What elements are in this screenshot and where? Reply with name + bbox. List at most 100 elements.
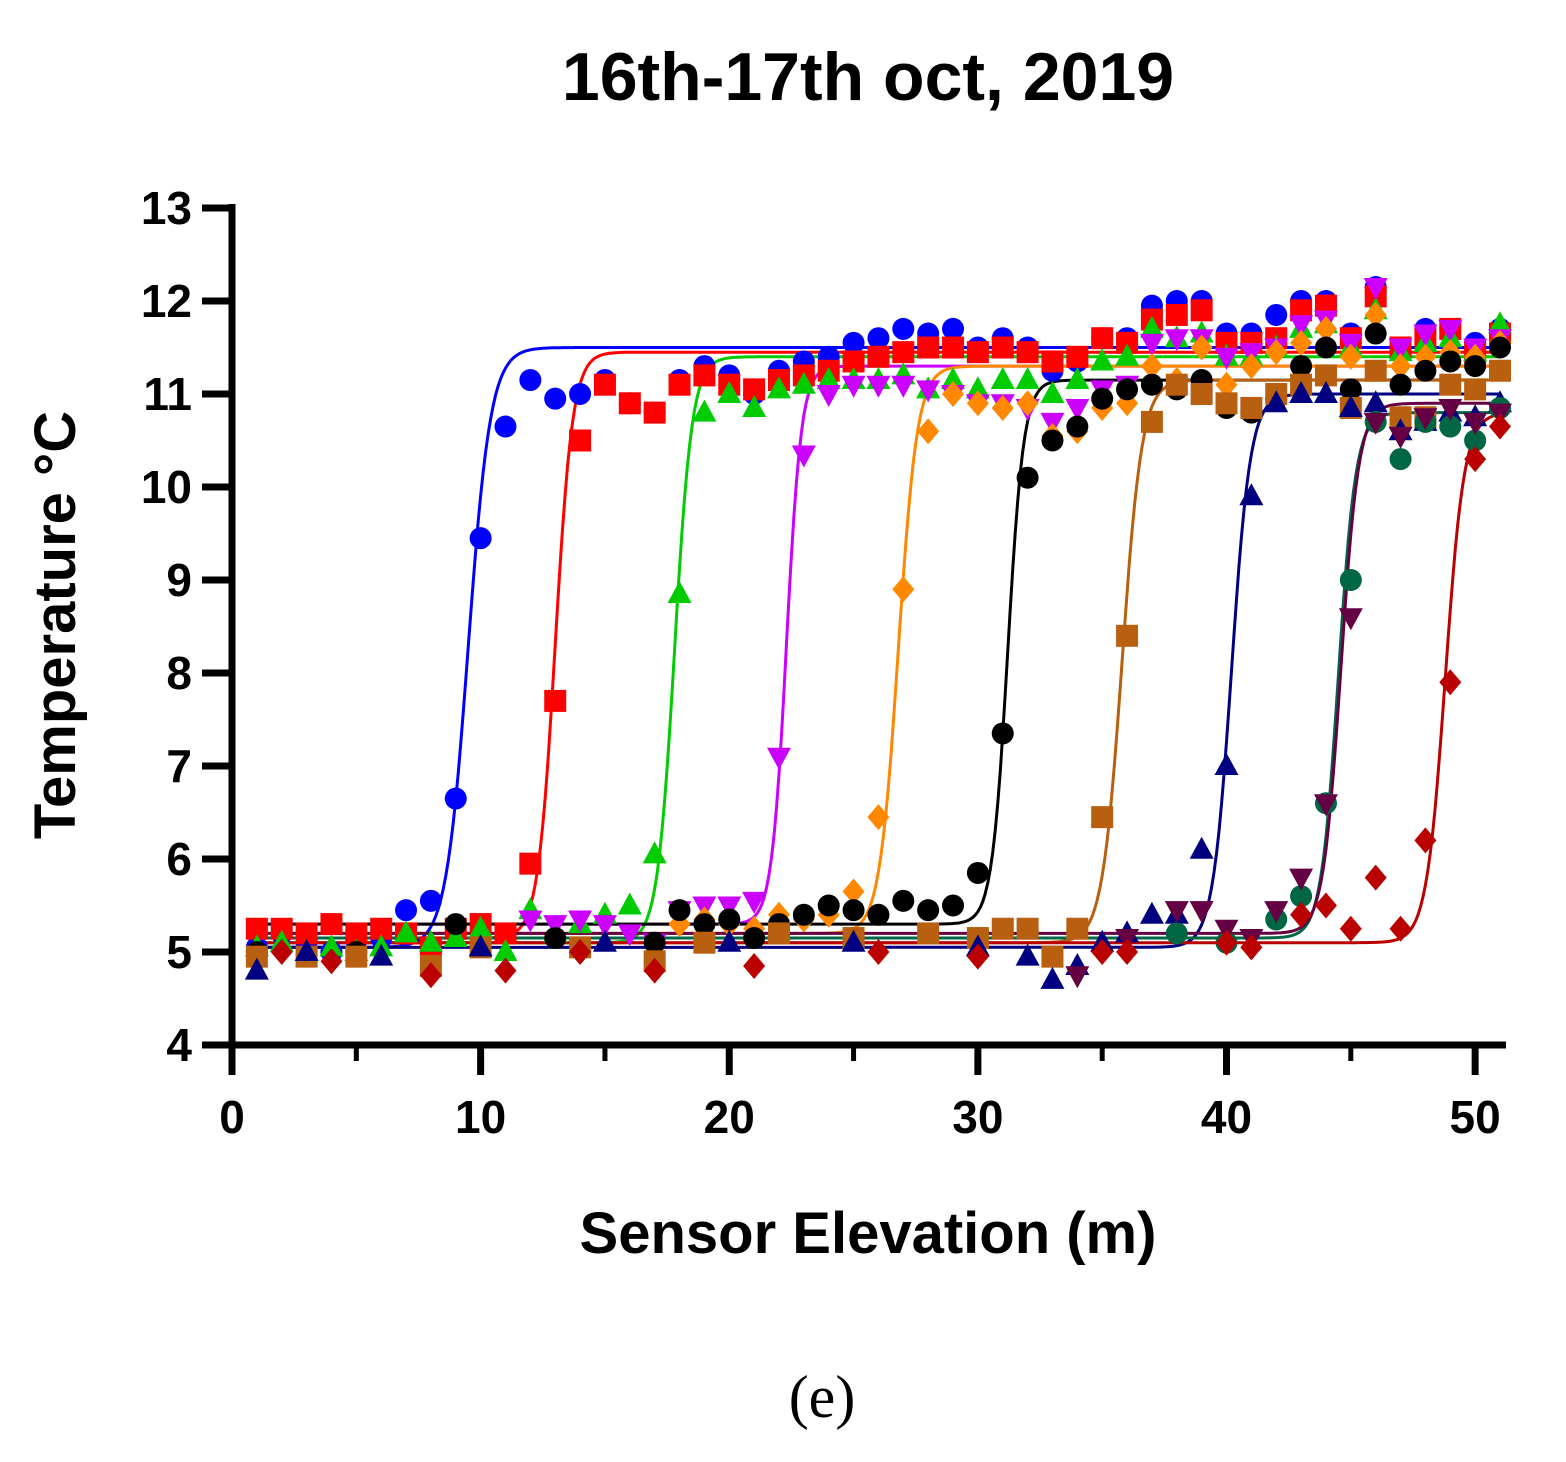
data-point (1489, 336, 1511, 359)
data-point (569, 939, 592, 965)
data-point (942, 317, 965, 340)
y-tick-label: 10 (141, 461, 192, 513)
data-point (942, 894, 965, 917)
data-point (1389, 448, 1412, 471)
data-point (569, 429, 592, 452)
data-point (1190, 334, 1213, 361)
data-point (1339, 378, 1362, 401)
data-point (1289, 868, 1314, 891)
data-point (991, 394, 1014, 421)
data-point (295, 922, 318, 945)
y-tick-label: 5 (166, 926, 192, 978)
x-tick-label: 10 (455, 1091, 506, 1143)
data-point (1388, 338, 1413, 361)
data-point (1190, 383, 1213, 405)
data-point (1290, 329, 1313, 356)
data-point (1139, 315, 1164, 338)
data-point (1414, 827, 1437, 854)
data-point (444, 913, 467, 936)
data-point (1041, 350, 1064, 373)
data-point (245, 945, 268, 968)
data-point (394, 920, 419, 943)
data-point (494, 415, 517, 438)
fit-curve-green-triangles (256, 355, 1500, 945)
fit-curves (256, 346, 1501, 949)
axes (228, 204, 1506, 1049)
data-point (1363, 278, 1388, 301)
data-point (1116, 331, 1139, 354)
data-point (1116, 624, 1139, 647)
data-point (867, 327, 890, 350)
data-point (493, 939, 518, 961)
data-point (791, 445, 816, 468)
data-point (1364, 322, 1387, 345)
data-point (1165, 373, 1188, 396)
data-point (245, 917, 268, 940)
data-point (345, 922, 368, 945)
data-point (668, 899, 691, 922)
data-point (1015, 367, 1040, 390)
fit-curve-black-circles (256, 378, 1500, 926)
data-point (469, 527, 492, 550)
data-point (1214, 753, 1239, 775)
data-point (1389, 353, 1412, 380)
data-point (1016, 390, 1039, 417)
data-point (842, 878, 865, 905)
data-point (1040, 381, 1065, 403)
data-point (270, 939, 293, 965)
data-point (543, 915, 568, 938)
data-point (1091, 387, 1114, 410)
data-point (1289, 315, 1314, 338)
data-point (816, 367, 841, 390)
data-point (743, 952, 766, 979)
data-point (966, 390, 989, 417)
data-point (518, 910, 543, 933)
data-point (319, 934, 344, 957)
data-point (1215, 392, 1238, 415)
ticks: 4 5 6 7 8 9 10 11 12 13 0 10 20 30 40 50 (141, 182, 1501, 1143)
data-point (1265, 339, 1288, 366)
data-point (766, 747, 791, 770)
data-point (1338, 608, 1363, 631)
data-point (1215, 929, 1238, 956)
data-point (1313, 794, 1338, 817)
data-point (1314, 364, 1337, 387)
y-tick-label: 7 (166, 740, 192, 792)
data-point (917, 922, 940, 945)
data-point (468, 915, 493, 938)
data-point (1016, 466, 1039, 489)
data-point (1240, 934, 1263, 961)
data-point (1339, 915, 1362, 942)
data-point (1139, 333, 1164, 356)
data-point (966, 861, 989, 884)
data-point (1314, 315, 1337, 342)
data-point (991, 722, 1014, 745)
data-point (593, 373, 616, 396)
data-point (942, 336, 965, 359)
data-point (1090, 348, 1115, 371)
y-tick-label: 9 (166, 554, 192, 606)
data-point (717, 381, 742, 403)
data-point (468, 934, 493, 957)
data-point (494, 922, 517, 945)
data-point (1264, 390, 1289, 413)
x-tick-label: 30 (952, 1091, 1003, 1143)
data-point (1313, 381, 1338, 403)
data-point (1016, 341, 1039, 364)
data-point (1364, 359, 1387, 382)
data-point (1140, 353, 1163, 380)
data-point (1091, 939, 1114, 965)
data-point (742, 891, 767, 914)
y-axis-label: Temperature °C (23, 411, 88, 839)
data-point (1189, 901, 1214, 924)
x-tick-label: 0 (219, 1091, 245, 1143)
data-point (1389, 915, 1412, 942)
data-point (867, 939, 890, 965)
data-point (369, 943, 394, 966)
data-point (1041, 945, 1064, 968)
data-point (692, 399, 717, 422)
data-point (942, 381, 965, 407)
data-point (1139, 901, 1164, 924)
